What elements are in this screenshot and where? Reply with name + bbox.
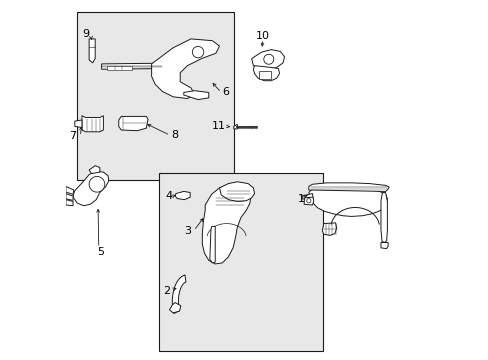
Text: 1: 1 <box>298 194 305 203</box>
Polygon shape <box>102 63 162 69</box>
Circle shape <box>89 176 104 192</box>
Polygon shape <box>202 184 250 264</box>
Polygon shape <box>251 50 284 70</box>
Polygon shape <box>183 91 208 100</box>
Circle shape <box>192 46 203 58</box>
Text: 7: 7 <box>69 131 76 141</box>
Polygon shape <box>89 166 100 174</box>
Bar <box>258 71 271 79</box>
Polygon shape <box>169 302 181 313</box>
Text: 11: 11 <box>211 121 225 131</box>
Text: 5: 5 <box>97 247 104 257</box>
Text: 3: 3 <box>183 226 190 236</box>
Text: 2: 2 <box>163 286 170 296</box>
Polygon shape <box>119 116 148 131</box>
Polygon shape <box>308 183 388 192</box>
Text: 10: 10 <box>256 31 269 41</box>
Polygon shape <box>209 226 215 263</box>
Polygon shape <box>301 194 312 201</box>
Polygon shape <box>322 223 336 235</box>
Text: 8: 8 <box>171 130 178 140</box>
Bar <box>77 12 233 180</box>
Circle shape <box>263 54 273 64</box>
Polygon shape <box>253 66 279 81</box>
Polygon shape <box>172 275 185 314</box>
Polygon shape <box>304 197 313 205</box>
Polygon shape <box>66 194 73 201</box>
Polygon shape <box>75 120 82 127</box>
Polygon shape <box>66 200 73 206</box>
Polygon shape <box>73 171 108 206</box>
Bar <box>107 66 132 70</box>
Polygon shape <box>233 124 237 129</box>
Polygon shape <box>175 192 190 200</box>
Polygon shape <box>380 243 387 249</box>
Polygon shape <box>219 182 254 202</box>
Polygon shape <box>308 185 386 216</box>
Text: 9: 9 <box>82 29 89 39</box>
Polygon shape <box>82 116 103 132</box>
Polygon shape <box>89 39 95 63</box>
Polygon shape <box>151 39 219 99</box>
Bar <box>159 173 323 351</box>
Circle shape <box>306 199 310 203</box>
Text: 4: 4 <box>165 191 172 201</box>
Text: 6: 6 <box>222 87 228 98</box>
Polygon shape <box>66 186 74 194</box>
Polygon shape <box>380 193 386 243</box>
